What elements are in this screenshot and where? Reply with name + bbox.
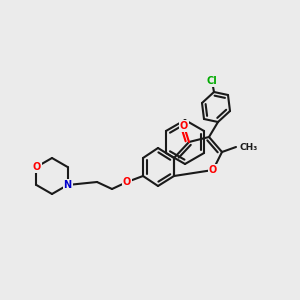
Text: O: O [180, 121, 188, 131]
Text: Cl: Cl [207, 76, 218, 86]
Text: N: N [64, 180, 72, 190]
Text: O: O [209, 165, 217, 175]
Text: CH₃: CH₃ [240, 142, 258, 152]
Text: O: O [32, 162, 40, 172]
Text: O: O [123, 177, 131, 187]
